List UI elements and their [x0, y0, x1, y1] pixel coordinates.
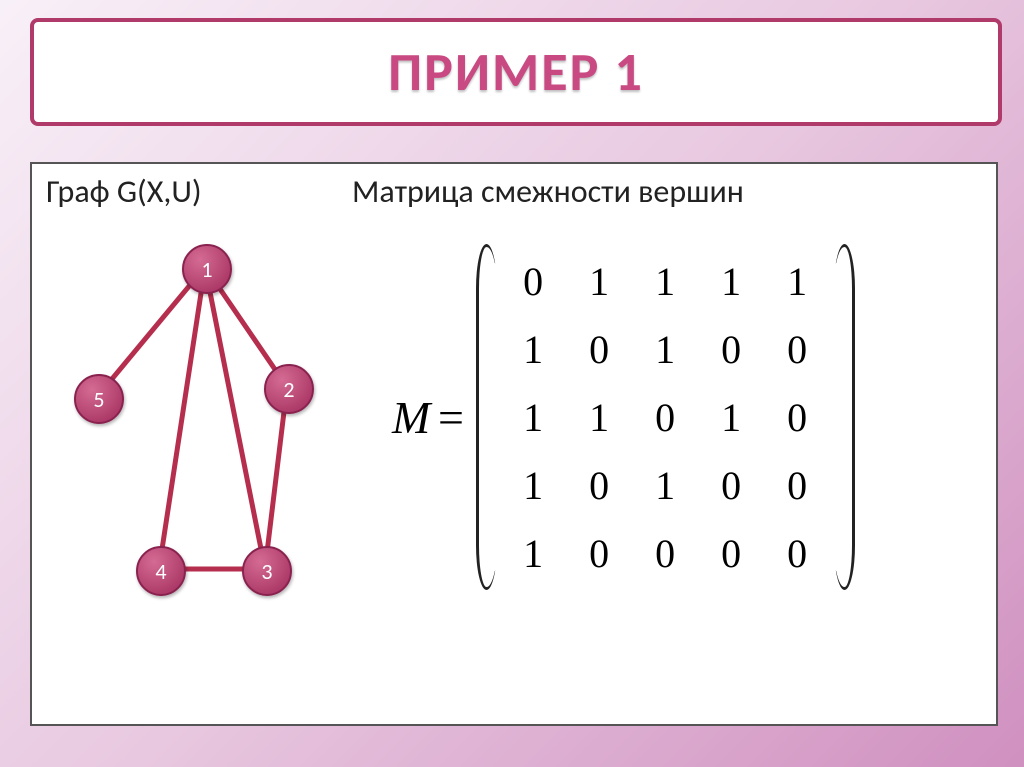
node-5: 5 [74, 374, 124, 424]
matrix-row: 10100 [500, 451, 830, 519]
matrix-row: 10000 [500, 519, 830, 587]
matrix-cell: 0 [764, 451, 830, 519]
matrix-cell: 0 [566, 315, 632, 383]
matrix-cell: 1 [698, 383, 764, 451]
matrix-cell: 1 [500, 383, 566, 451]
matrix-symbol: M [392, 391, 430, 444]
matrix-cell: 0 [632, 383, 698, 451]
matrix-cell: 1 [500, 519, 566, 587]
matrix-cell: 1 [764, 247, 830, 315]
node-4: 4 [136, 546, 186, 596]
matrix-cell: 0 [632, 519, 698, 587]
matrix-cell: 0 [698, 451, 764, 519]
title-banner: Пример 1 [30, 18, 1002, 126]
node-3: 3 [242, 546, 292, 596]
node-1: 1 [182, 244, 232, 294]
matrix-cell: 0 [764, 519, 830, 587]
content-panel: Граф G(X,U) Матрица смежности вершин 1 2 3… [30, 162, 998, 726]
matrix-cell: 0 [764, 315, 830, 383]
paren-right [834, 244, 855, 590]
matrix-cell: 0 [698, 519, 764, 587]
matrix-cell: 1 [632, 451, 698, 519]
matrix-cell: 1 [632, 247, 698, 315]
matrix-cell: 0 [500, 247, 566, 315]
matrix-cell: 1 [566, 383, 632, 451]
matrix-row: 01111 [500, 247, 830, 315]
matrix-row: 11010 [500, 383, 830, 451]
paren-left [476, 244, 497, 590]
matrix-cell: 0 [566, 451, 632, 519]
edge [265, 387, 287, 569]
adjacency-matrix: M = 0111110100110101010010000 [392, 244, 855, 590]
graph-caption: Граф G(X,U) [46, 172, 202, 211]
matrix-cell: 1 [632, 315, 698, 383]
graph-diagram: 1 2 3 4 5 [52, 234, 352, 614]
matrix-cell: 1 [500, 315, 566, 383]
matrix-cell: 0 [764, 383, 830, 451]
matrix-cell: 1 [500, 451, 566, 519]
matrix-caption: Матрица смежности вершин [352, 172, 744, 211]
matrix-cell: 0 [698, 315, 764, 383]
matrix-cell: 1 [566, 247, 632, 315]
matrix-grid: 0111110100110101010010000 [500, 247, 830, 587]
matrix-row: 10100 [500, 315, 830, 383]
equals-sign: = [438, 391, 464, 444]
matrix-cell: 1 [698, 247, 764, 315]
page-title: Пример 1 [388, 39, 644, 105]
matrix-cell: 0 [566, 519, 632, 587]
node-2: 2 [264, 364, 314, 414]
